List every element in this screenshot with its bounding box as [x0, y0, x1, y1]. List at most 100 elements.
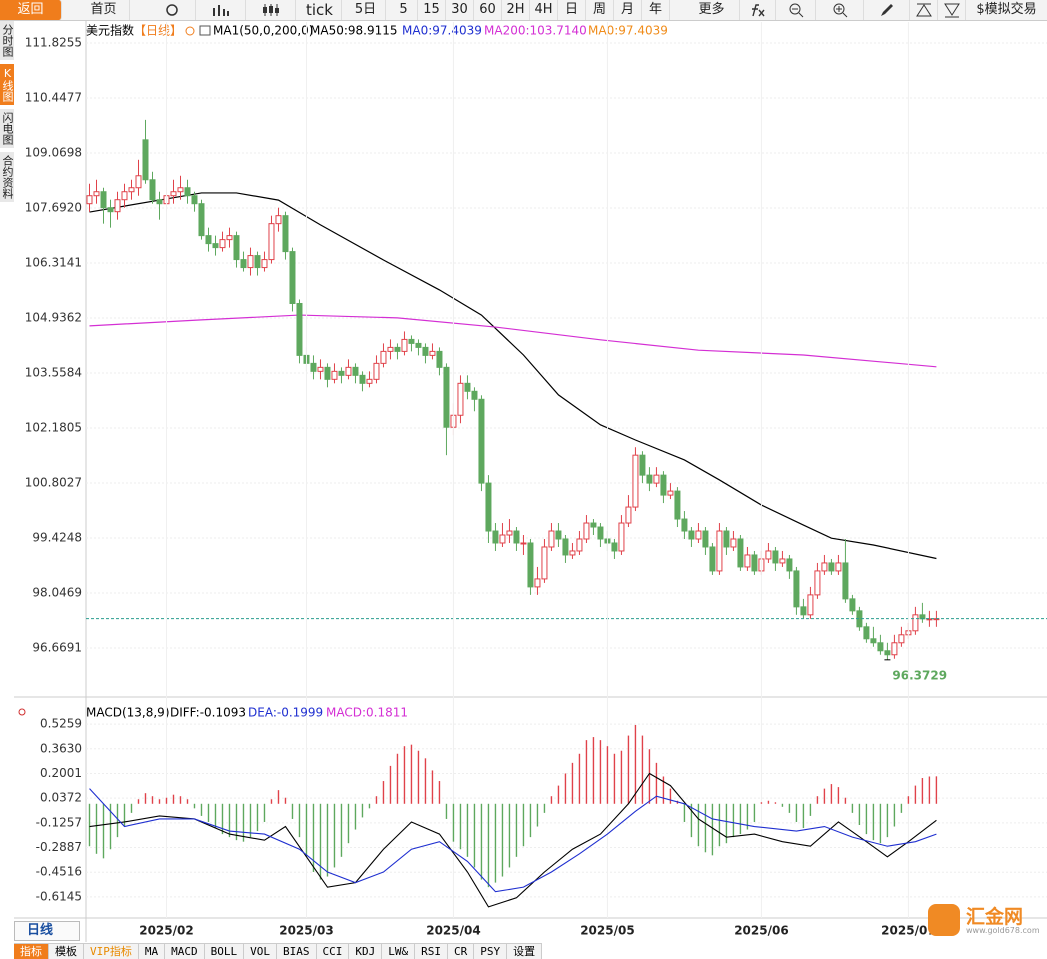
candle-body: [345, 366, 352, 376]
candle-body: [492, 530, 499, 544]
candle-body: [156, 199, 163, 205]
candle-body: [359, 374, 366, 384]
candle-body: [828, 562, 835, 572]
candle-body: [744, 554, 751, 568]
indicator-tab[interactable]: CR: [448, 944, 475, 959]
down-button[interactable]: [938, 0, 966, 20]
y-tick-label: -0.4516: [36, 865, 82, 879]
back-button[interactable]: 返回: [0, 0, 62, 20]
indicator-tab[interactable]: 模板: [49, 944, 84, 959]
candle-body: [401, 338, 408, 352]
y-tick-label: 110.4477: [25, 91, 82, 105]
period-item[interactable]: 月: [614, 0, 642, 20]
legend-entry: DIFF:-0.1093: [170, 706, 246, 720]
side-tab[interactable]: 分时图: [0, 21, 14, 60]
period-item[interactable]: 日: [558, 0, 586, 20]
candle-body: [310, 362, 317, 372]
indicator-tab[interactable]: LW&: [382, 944, 416, 959]
candle-body: [646, 474, 653, 484]
candle-type-button[interactable]: [246, 0, 296, 20]
legend-entry: MACD:0.1811: [326, 706, 408, 720]
formula-button[interactable]: [740, 0, 776, 20]
icon: [199, 25, 211, 36]
legend-entry: MA0:97.4039: [588, 24, 668, 38]
candle-body: [583, 522, 590, 540]
candle-body: [93, 191, 100, 197]
indicator-tab[interactable]: MA: [139, 944, 166, 959]
candle-body: [814, 570, 821, 596]
candle-body: [352, 366, 359, 376]
period-item[interactable]: 5日: [346, 0, 386, 20]
candle-body: [569, 550, 576, 556]
candle-body: [198, 203, 205, 237]
period-item[interactable]: 15: [418, 0, 446, 20]
period-item[interactable]: 2H: [502, 0, 530, 20]
draw-button[interactable]: [864, 0, 910, 20]
up-button[interactable]: [910, 0, 938, 20]
candle-body: [422, 346, 429, 356]
candle-body: [289, 251, 296, 304]
indicator-tab[interactable]: VOL: [244, 944, 277, 959]
period-item[interactable]: 30: [446, 0, 474, 20]
home-button[interactable]: 首页: [64, 0, 130, 20]
period-item[interactable]: 周: [586, 0, 614, 20]
period-item[interactable]: 4H: [530, 0, 558, 20]
more-button[interactable]: 更多: [670, 0, 740, 20]
candle-body: [863, 626, 870, 640]
candle-body: [282, 215, 289, 253]
period-item[interactable]: 60: [474, 0, 502, 20]
indicator-tab[interactable]: MACD: [165, 944, 205, 959]
icon: [18, 708, 26, 716]
period-item[interactable]: tick: [298, 0, 342, 20]
candle-body: [597, 526, 604, 540]
logo-icon: [928, 904, 960, 936]
candle-body: [233, 235, 240, 261]
candle-body: [429, 350, 436, 356]
x-tick-label: 2025/05: [580, 924, 634, 938]
candle-body: [772, 550, 779, 564]
y-tick-label: 96.6691: [32, 641, 82, 655]
ma-line: [89, 314, 937, 368]
y-tick-label: 99.4248: [32, 531, 82, 545]
zoom-out-button[interactable]: [776, 0, 816, 20]
icon: [185, 26, 195, 36]
zoom-in-button[interactable]: [816, 0, 864, 20]
candle-body: [142, 139, 149, 181]
macd-line: [89, 772, 937, 908]
candle-body: [877, 642, 884, 652]
y-tick-label: 0.5259: [40, 717, 82, 731]
side-tab[interactable]: 闪电图: [0, 109, 14, 148]
indicator-tab[interactable]: 指标: [14, 944, 49, 959]
y-tick-label: 103.5584: [25, 366, 82, 380]
indicator-tab[interactable]: RSI: [415, 944, 448, 959]
candle-body: [226, 235, 233, 241]
y-tick-label: 102.1805: [25, 421, 82, 435]
chart-type-button[interactable]: [196, 0, 246, 20]
indicator-tab[interactable]: BIAS: [277, 944, 317, 959]
side-tab[interactable]: 合约资料: [0, 152, 14, 202]
period-button[interactable]: 日线: [14, 921, 80, 941]
candle-body: [527, 542, 534, 588]
indicator-tab[interactable]: BOLL: [205, 944, 245, 959]
period-item[interactable]: 年: [642, 0, 670, 20]
candle-body: [793, 570, 800, 608]
indicator-tab[interactable]: CCI: [317, 944, 350, 959]
period-item[interactable]: 5: [390, 0, 418, 20]
indicator-tab[interactable]: VIP指标: [84, 944, 139, 959]
candle-body: [240, 259, 247, 269]
trade-button[interactable]: $模拟交易: [976, 2, 1037, 17]
period-label: 【日线】: [134, 24, 182, 38]
candle-body: [667, 490, 674, 496]
indicator-tab[interactable]: KDJ: [349, 944, 383, 959]
side-tab[interactable]: K线图: [0, 64, 14, 105]
candle-body: [135, 175, 142, 189]
candle-body: [387, 346, 394, 352]
indicator-tab[interactable]: PSY: [474, 944, 508, 959]
refresh-button[interactable]: [148, 0, 196, 20]
candle-body: [485, 482, 492, 532]
logo-name: 汇金网: [966, 906, 1024, 928]
indicator-tab[interactable]: 设置: [507, 944, 543, 959]
